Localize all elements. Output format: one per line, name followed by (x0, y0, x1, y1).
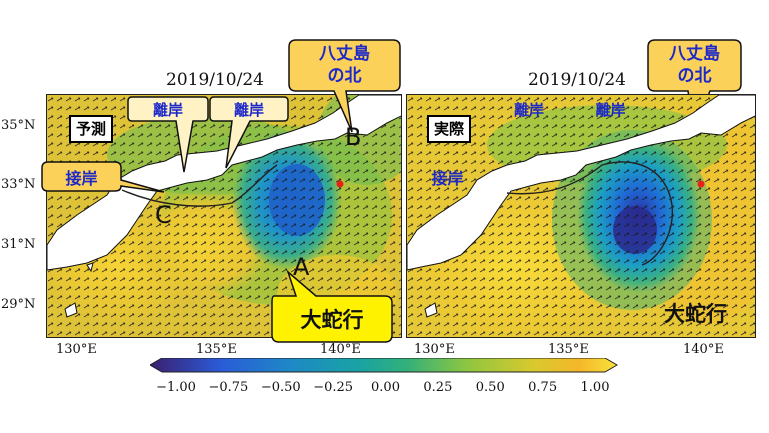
left-rigan2-callout: 離岸 (233, 101, 264, 119)
colorbar-tick-label: 0.00 (371, 380, 400, 395)
colorbar-tick-label: −1.00 (156, 380, 196, 395)
colorbar-tick-label: −0.50 (260, 380, 301, 395)
colorbar-tick-label: 0.75 (528, 380, 558, 395)
left-panel-tag: 予測 (69, 115, 114, 143)
y-tick-31n: 31°N (1, 237, 36, 252)
y-tick-35n: 35°N (1, 118, 36, 133)
x-tick-135e-right: 135°E (548, 342, 589, 357)
colorbar-tick-label: −0.75 (208, 380, 249, 395)
right-hachijo-callout: 八丈島 の北 (648, 43, 741, 87)
right-hachijo-line2: の北 (677, 66, 712, 86)
right-daidako-callout: 大蛇行 (664, 302, 727, 326)
hachijo-marker-right (697, 180, 705, 188)
right-setsugan-callout: 接岸 (431, 169, 464, 188)
left-map-panel: 予測 A B C (46, 94, 402, 338)
land-japan-right (407, 95, 755, 271)
letter-b: B (345, 123, 362, 151)
colorbar (150, 358, 618, 373)
left-daidako-callout: 大蛇行 (300, 308, 364, 332)
left-setsugan-callout: 接岸 (65, 169, 98, 188)
x-tick-130e-right: 130°E (414, 342, 455, 357)
colorbar-tick-label: 0.50 (475, 380, 505, 395)
right-panel-tag: 実際 (427, 115, 472, 143)
x-tick-130e-left: 130°E (56, 342, 97, 357)
right-rigan1-callout: 離岸 (513, 101, 544, 119)
x-tick-135e-left: 135°E (196, 342, 237, 357)
colorbar-tick-label: −0.25 (313, 380, 354, 395)
left-hachijo-callout: 八丈島 の北 (289, 43, 400, 87)
right-map-panel: 実際 (406, 94, 756, 338)
colorbar-tick-label: 0.25 (423, 380, 453, 395)
left-rigan1-callout: 離岸 (152, 101, 183, 119)
x-tick-140e-left: 140°E (320, 342, 361, 357)
right-panel-date: 2019/10/24 (528, 70, 626, 90)
y-tick-33n: 33°N (1, 177, 36, 192)
left-hachijo-line1: 八丈島 (319, 44, 370, 64)
colorbar-tick-label: 1.00 (580, 380, 610, 395)
hachijo-marker (336, 180, 344, 188)
right-hachijo-line1: 八丈島 (669, 44, 720, 64)
letter-c: C (155, 201, 172, 229)
y-tick-29n: 29°N (1, 297, 36, 312)
x-tick-140e-right: 140°E (683, 342, 724, 357)
left-panel-date: 2019/10/24 (166, 70, 264, 90)
right-rigan2-callout: 離岸 (595, 101, 626, 119)
letter-a: A (293, 253, 310, 281)
left-hachijo-line2: の北 (327, 66, 362, 86)
